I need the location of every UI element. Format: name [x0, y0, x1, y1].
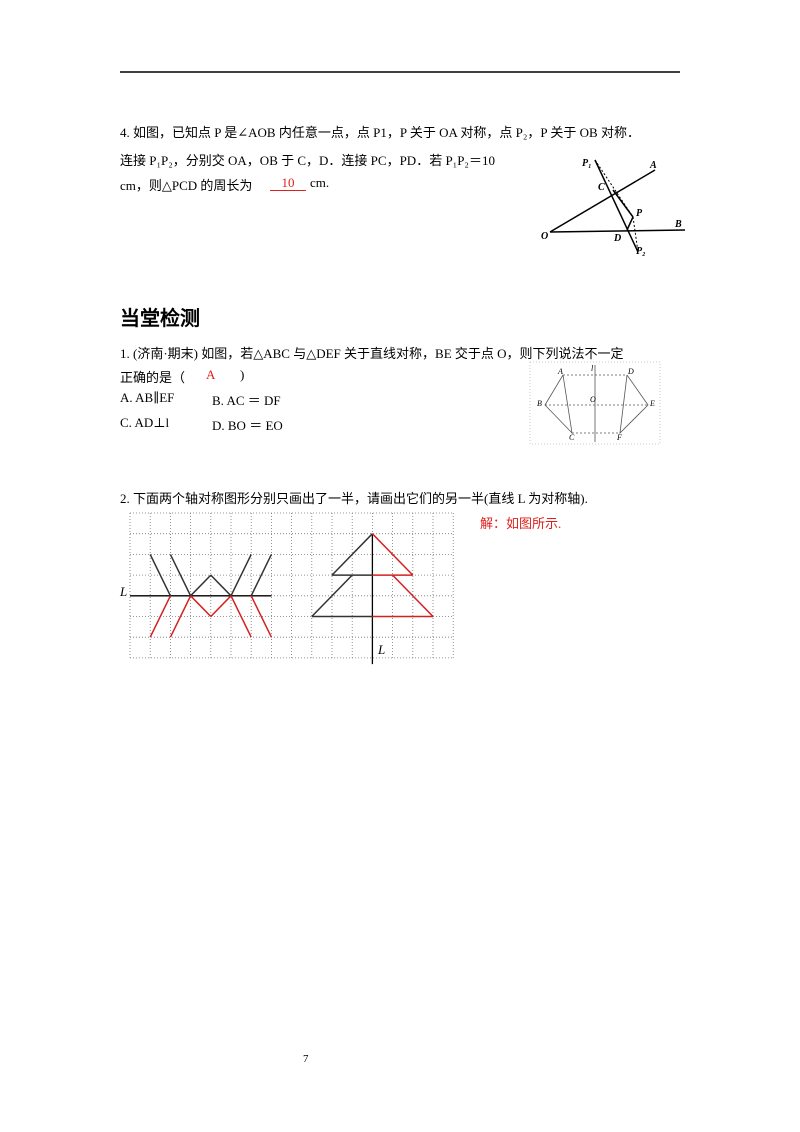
figure-label: C: [569, 433, 575, 442]
drawing-line: [149, 554, 172, 597]
drawing-line: [169, 554, 192, 597]
q1-figure: [529, 361, 661, 445]
figure-label: A: [558, 367, 563, 376]
option: D. BO ＝ EO: [212, 418, 283, 433]
drawing-line: [392, 574, 434, 618]
drawing-line: [210, 574, 232, 597]
figure-label: O: [590, 395, 596, 404]
figure-label: B: [675, 219, 682, 230]
answer: 10: [270, 175, 306, 191]
question-text: ): [240, 367, 245, 382]
axis-label: L: [120, 584, 128, 599]
question-text: 1. (济南·期末) 如图，若△ABC 与△DEF 关于直线对称，BE 交于点 …: [120, 346, 624, 361]
figure-label: P₂: [636, 246, 646, 257]
figure-label: O: [541, 231, 549, 242]
figure-label: A: [650, 160, 657, 171]
question-text: 2. 下面两个轴对称图形分别只画出了一半，请画出它们的另一半(直线 L 为对称轴…: [120, 491, 588, 506]
drawing-line: [250, 595, 273, 638]
drawing-line: [149, 595, 172, 638]
figure-label: l: [591, 364, 594, 373]
drawing-line: [190, 574, 212, 597]
figure-label: D: [614, 233, 622, 244]
figure-label: E: [650, 399, 655, 408]
option: A. AB∥EF: [120, 390, 175, 405]
figure-label: C: [598, 182, 605, 193]
axis-label: L: [378, 642, 386, 657]
q2-grid: [129, 512, 454, 665]
drawing-line: [230, 554, 252, 597]
option: B. AC ＝ DF: [212, 393, 281, 408]
page-number: 7: [303, 1053, 309, 1065]
question-text: cm.: [310, 175, 330, 190]
figure-label: B: [537, 399, 542, 408]
drawing-line: [331, 533, 373, 576]
drawing-line: [190, 595, 212, 618]
figure-label: F: [617, 433, 622, 442]
question-text: 连接 P₁P₂，分别交 OA，OB 于 C，D．连接 PC，PD．若 P₁P₂＝…: [120, 153, 495, 168]
drawing-line: [230, 595, 252, 638]
question-text: 4. 如图，已知点 P 是∠AOB 内任意一点，点 P1，P 关于 OA 对称，…: [120, 125, 640, 140]
answer: A: [206, 367, 216, 382]
figure-label: P₁: [582, 158, 592, 169]
section-title: 当堂检测: [120, 306, 200, 330]
figure-label: P: [636, 208, 643, 219]
drawing-line: [169, 595, 192, 638]
drawing-line: [371, 533, 414, 576]
question-text: 正确的是（: [120, 370, 186, 385]
option: C. AD⊥l: [120, 415, 170, 430]
question-text: cm，则△PCD 的周长为: [120, 178, 253, 193]
solution: 解：如图所示.: [480, 516, 562, 531]
drawing-line: [250, 554, 273, 597]
drawing-line: [210, 595, 232, 618]
drawing-line: [311, 574, 353, 618]
q4-figure: [549, 159, 686, 253]
figure-label: D: [628, 367, 634, 376]
